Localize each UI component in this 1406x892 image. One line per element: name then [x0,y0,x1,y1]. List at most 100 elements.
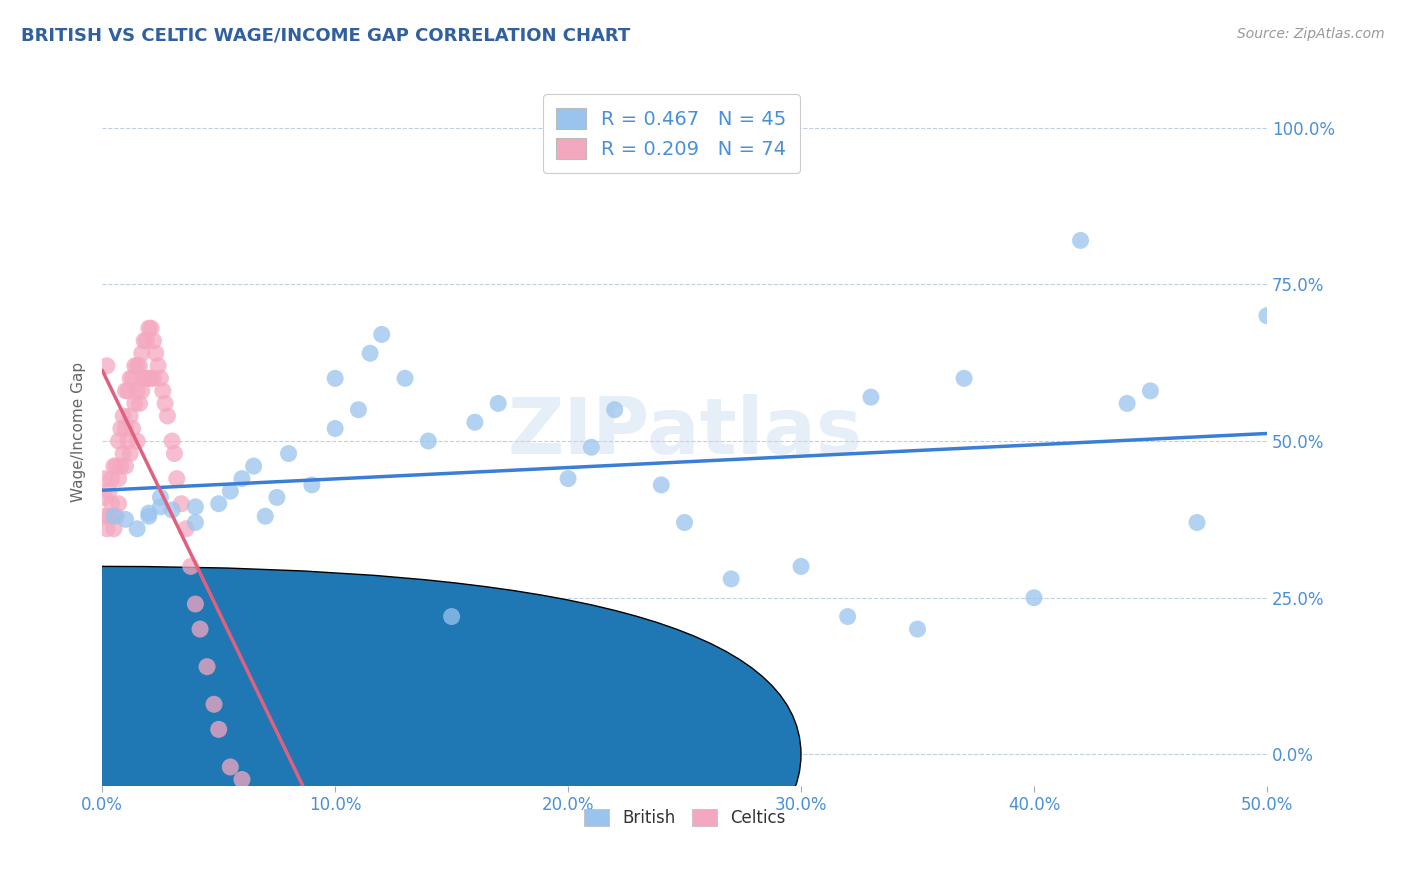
Point [254,810,277,824]
Point [96,522,118,536]
Point [127,384,149,398]
Point [464,415,486,429]
Point [139,371,162,385]
Point [114,421,136,435]
Point [135,334,157,348]
Point [100,472,122,486]
Point [1116,396,1139,410]
Point [96,359,118,373]
Point [121,371,143,385]
Point [93,491,115,505]
Point [127,522,149,536]
Point [149,491,172,505]
Point [138,321,160,335]
Point [156,409,179,423]
Point [117,384,139,398]
Text: ZIPatlas: ZIPatlas [508,393,862,469]
Point [371,860,394,874]
Text: Source: ZipAtlas.com: Source: ZipAtlas.com [1237,27,1385,41]
Point [790,559,813,574]
Point [135,371,157,385]
FancyBboxPatch shape [0,566,801,892]
Point [254,509,277,524]
Point [231,472,253,486]
Point [219,760,242,774]
Point [142,371,165,385]
Text: BRITISH VS CELTIC WAGE/INCOME GAP CORRELATION CHART: BRITISH VS CELTIC WAGE/INCOME GAP CORREL… [21,27,630,45]
Point [202,698,225,712]
Point [184,500,207,514]
Point [124,359,146,373]
Point [139,321,162,335]
Point [112,446,135,460]
Point [98,509,121,524]
Point [219,484,242,499]
Point [347,402,370,417]
Point [138,509,160,524]
Point [103,459,125,474]
Point [149,500,172,514]
Point [124,396,146,410]
Point [166,472,188,486]
Point [120,409,142,423]
Point [208,497,231,511]
Point [160,503,183,517]
Point [266,491,288,505]
Point [128,396,150,410]
Point [127,434,149,448]
Point [208,723,231,737]
Point [184,597,207,611]
Point [720,572,742,586]
Point [184,516,207,530]
Point [163,446,186,460]
Point [160,434,183,448]
Point [394,371,416,385]
Point [1022,591,1045,605]
Point [117,434,139,448]
Y-axis label: Wage/Income Gap: Wage/Income Gap [72,361,86,501]
Point [105,509,128,524]
Point [110,459,132,474]
Point [188,622,211,636]
Point [301,478,323,492]
Point [859,390,882,404]
Point [170,497,193,511]
Point [242,797,264,812]
Point [120,371,142,385]
Point [107,472,129,486]
Point [603,402,626,417]
Point [1070,234,1092,248]
Point [242,459,264,474]
Point [673,516,696,530]
Point [180,559,202,574]
Point [1185,516,1208,530]
Point [301,835,323,849]
Point [323,371,346,385]
Point [114,384,136,398]
Point [110,421,132,435]
Point [103,509,125,524]
Point [131,384,153,398]
Point [650,478,672,492]
Point [131,346,153,360]
Point [1256,309,1278,323]
Point [112,409,135,423]
Point [418,434,440,448]
Point [134,334,156,348]
Point [98,484,121,499]
Point [359,346,381,360]
Point [1139,384,1161,398]
Point [323,421,346,435]
Point [277,822,299,837]
Point [174,522,197,536]
Point [120,446,142,460]
Point [127,359,149,373]
Point [93,509,115,524]
Point [371,327,394,342]
Point [145,346,167,360]
Point [557,472,579,486]
Point [107,497,129,511]
Point [142,334,165,348]
Point [103,522,125,536]
Point [323,847,346,862]
